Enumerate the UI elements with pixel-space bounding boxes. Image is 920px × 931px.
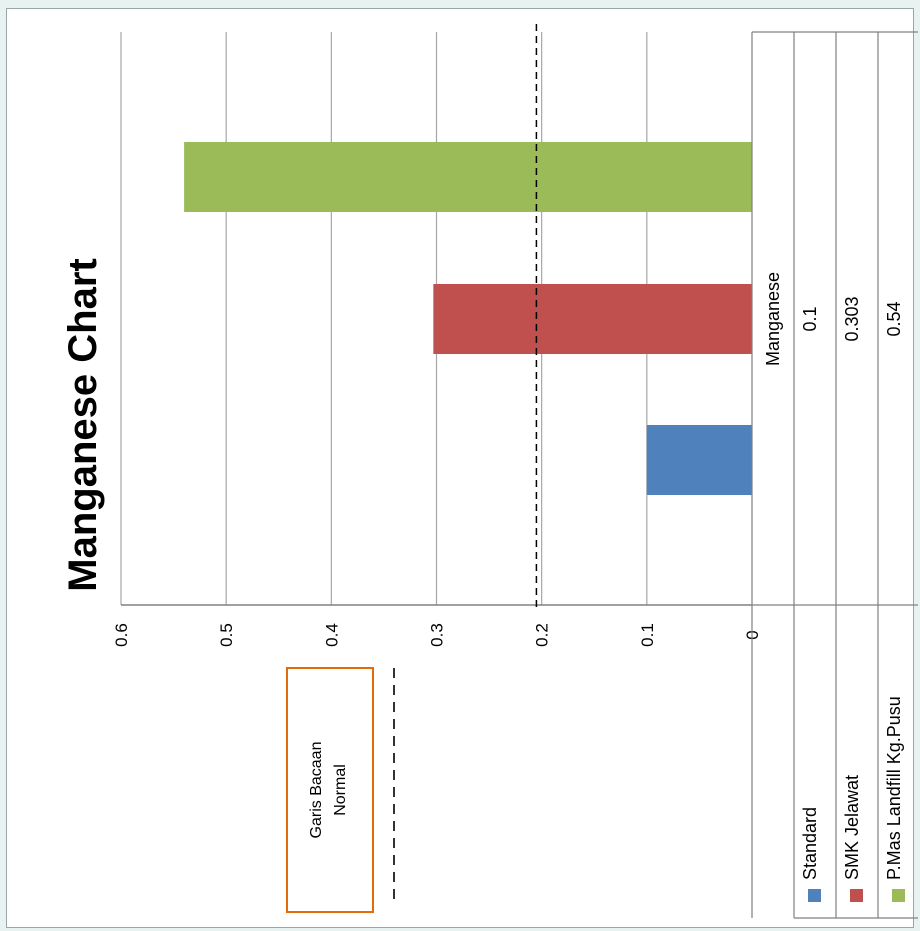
legend-swatch xyxy=(808,889,821,902)
tick-label: 0.5 xyxy=(217,623,236,647)
table-value: 0.303 xyxy=(842,296,862,341)
tick-label: 0.2 xyxy=(533,623,552,647)
tick-label: 0.1 xyxy=(638,623,657,647)
reference-legend-label-line1: Garis Bacaan xyxy=(308,742,325,839)
table-series-label: P.Mas Landfill Kg.Pusu xyxy=(884,696,904,880)
bar-p-mas-landfill-kg-pusu xyxy=(184,142,753,212)
gridlines xyxy=(120,32,752,606)
table-header: Manganese xyxy=(763,272,783,366)
table-value: 0.1 xyxy=(800,306,820,331)
reference-legend-label-line2: Normal xyxy=(332,764,349,816)
table-value: 0.54 xyxy=(884,301,904,336)
tick-labels: 00.10.20.30.40.50.6 xyxy=(112,623,762,647)
data-table: Manganese 0.1 Standard 0.303 SMK Jelawat 0.54… xyxy=(751,31,918,919)
tick-label: 0.4 xyxy=(322,623,341,647)
reference-legend-box xyxy=(286,667,374,913)
tick-label: 0.3 xyxy=(428,623,447,647)
table-series-label: Standard xyxy=(800,807,820,880)
bar-smk-jelawat xyxy=(433,284,752,354)
chart-title: Manganese Chart xyxy=(61,258,105,591)
legend-swatch xyxy=(892,889,905,902)
legend-swatch xyxy=(850,889,863,902)
table-series-label: SMK Jelawat xyxy=(842,775,862,880)
reference-legend: Garis Bacaan Normal xyxy=(286,667,395,913)
bars xyxy=(184,142,753,495)
tick-label: 0.6 xyxy=(112,623,131,647)
bar-standard xyxy=(646,425,752,495)
